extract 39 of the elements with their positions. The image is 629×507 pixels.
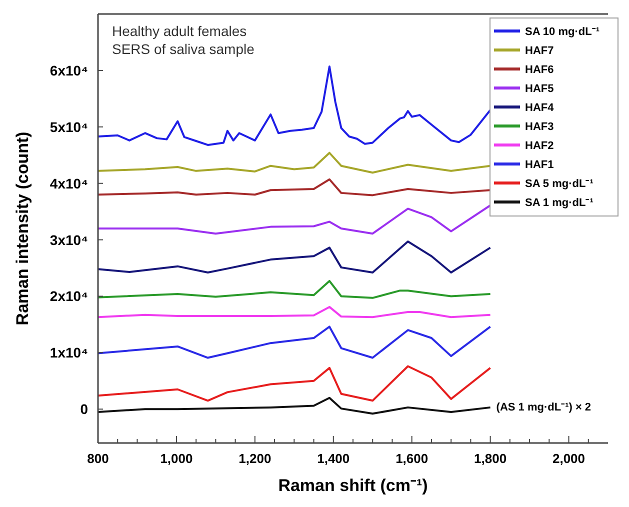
y-tick-label: 4x10⁴ (50, 175, 88, 192)
line-series (97, 365, 492, 402)
legend-label: SA 10 mg·dL⁻¹ (525, 26, 600, 38)
line-series (97, 396, 492, 415)
x-tick-label: 2,000 (552, 451, 586, 466)
legend-label: HAF5 (525, 83, 554, 95)
text: SERS of saliva sample (112, 41, 255, 57)
x-tick-label: 1,200 (238, 451, 272, 466)
line-series (97, 152, 492, 174)
line-series (97, 204, 492, 235)
line-series (97, 306, 492, 318)
x-tick-label: 1,800 (474, 451, 507, 466)
y-tick-label: 2x10⁴ (50, 288, 88, 304)
y-axis-title: Raman intensity (count) (13, 132, 32, 326)
annotation: (AS 1 mg·dL⁻¹) × 2 (496, 401, 592, 414)
line-series (97, 65, 492, 146)
y-tick-label: 3x10⁴ (50, 232, 88, 248)
y-tick-label: 0 (80, 401, 88, 418)
y-tick-label: 5x10⁴ (50, 118, 88, 135)
legend-label: HAF1 (525, 159, 554, 171)
y-tick-label: 1x10⁴ (50, 344, 88, 361)
y-tick-label: 6x10⁴ (50, 62, 88, 78)
legend-label: HAF7 (525, 45, 554, 57)
x-tick-label: 1,400 (317, 451, 350, 466)
legend-label: SA 5 mg·dL⁻¹ (525, 178, 594, 190)
line-series (97, 326, 492, 359)
line-series (97, 240, 492, 274)
x-axis-title: Raman shift (cm⁻¹) (278, 476, 428, 495)
legend-label: SA 1 mg·dL⁻¹ (525, 197, 594, 209)
x-tick-label: 1,000 (160, 451, 193, 466)
text: Healthy adult females (112, 23, 247, 39)
line-series (97, 178, 492, 196)
legend-label: HAF6 (525, 64, 554, 76)
legend-label: HAF2 (525, 140, 554, 152)
legend-label: HAF4 (525, 102, 555, 114)
x-tick-label: 1,600 (396, 451, 428, 466)
x-tick-label: 800 (87, 451, 109, 466)
line-series (97, 280, 492, 299)
legend-label: HAF3 (525, 121, 554, 133)
